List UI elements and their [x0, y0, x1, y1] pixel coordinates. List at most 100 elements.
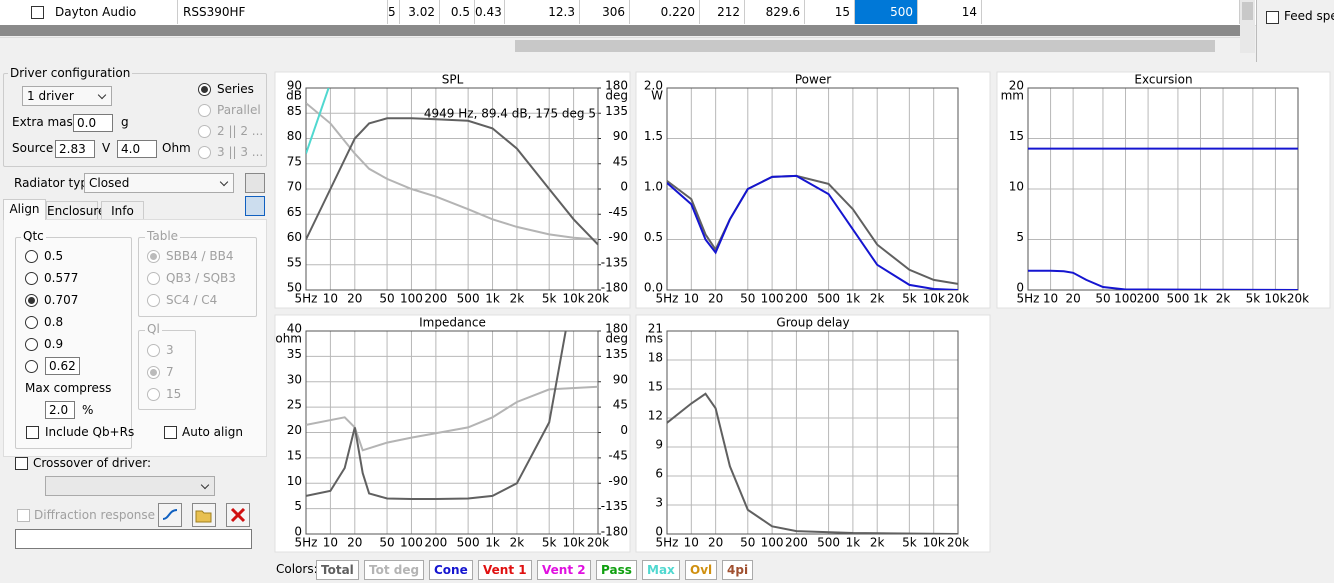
- table-cell[interactable]: [1088, 0, 1240, 24]
- chart: Group delay 5Hz 10 20 50 100 200 500 1k 2k 5k 10k 20…: [635, 314, 991, 553]
- radio[interactable]: [25, 338, 38, 351]
- table-cell[interactable]: 0.43: [475, 0, 505, 24]
- radio[interactable]: [147, 366, 160, 379]
- x-tick-label: 5Hz: [295, 292, 318, 306]
- extra-mass-input[interactable]: [73, 114, 113, 132]
- y-tick-label: 1.0: [644, 180, 663, 194]
- radio[interactable]: [25, 250, 38, 263]
- voltage-input[interactable]: [55, 140, 95, 158]
- radio[interactable]: [198, 125, 211, 138]
- table-cell[interactable]: 14: [918, 0, 982, 24]
- radio[interactable]: [25, 294, 38, 307]
- chart-title: Excursion: [1134, 73, 1192, 87]
- x-tick-label: 20: [708, 536, 723, 550]
- up-down-button[interactable]: [245, 173, 265, 193]
- delete-button[interactable]: [226, 503, 250, 527]
- checkbox[interactable]: [17, 509, 30, 522]
- tab[interactable]: Info: [101, 201, 144, 219]
- color-button[interactable]: Vent 1: [478, 560, 532, 580]
- table-cell[interactable]: 5: [388, 0, 400, 24]
- table-cell[interactable]: 12.3: [505, 0, 580, 24]
- color-button[interactable]: Ovl: [685, 560, 718, 580]
- radio[interactable]: [147, 344, 160, 357]
- tab[interactable]: Align: [3, 199, 46, 220]
- plot-frame: [666, 87, 959, 291]
- checkbox[interactable]: [26, 426, 39, 439]
- radiator-select[interactable]: Closed: [84, 173, 234, 193]
- x-tick-label: 5k: [542, 536, 557, 550]
- color-button[interactable]: Pass: [596, 560, 637, 580]
- open-button[interactable]: [192, 503, 216, 527]
- side-panel: [1256, 0, 1334, 62]
- radio[interactable]: [25, 316, 38, 329]
- h-scrollbar[interactable]: [0, 37, 1240, 54]
- y-tick-label: 10: [1009, 180, 1024, 194]
- radio[interactable]: [25, 272, 38, 285]
- driver-count[interactable]: 1 driver: [22, 86, 112, 106]
- table-cell[interactable]: 500: [855, 0, 918, 24]
- radio[interactable]: [147, 388, 160, 401]
- table-cell[interactable]: 0.220: [630, 0, 700, 24]
- table-cell[interactable]: RSS390HF: [178, 0, 388, 24]
- feed-checkbox[interactable]: [1266, 11, 1279, 24]
- color-button[interactable]: Vent 2: [537, 560, 591, 580]
- color-button[interactable]: Cone: [429, 560, 473, 580]
- y2-tick-label: 0: [620, 423, 628, 437]
- x-tick-label: 500: [817, 292, 840, 306]
- group-title: Table: [145, 229, 181, 243]
- table-cell[interactable]: 3.02: [400, 0, 440, 24]
- radio[interactable]: [25, 360, 38, 373]
- checkbox[interactable]: [164, 426, 177, 439]
- table-cell[interactable]: 829.6: [745, 0, 805, 24]
- series-line: [667, 392, 958, 534]
- y-tick-label: 75: [287, 154, 302, 168]
- y-tick-label: 60: [287, 230, 302, 244]
- radio[interactable]: [198, 146, 211, 159]
- radio-label: 15: [166, 387, 182, 401]
- tab-panel: [3, 219, 267, 457]
- qtc-input[interactable]: [45, 357, 80, 375]
- y-tick-label: 5: [294, 499, 302, 513]
- table-cell[interactable]: 15: [805, 0, 855, 24]
- radio[interactable]: [147, 250, 160, 263]
- resistance-input[interactable]: [117, 140, 157, 158]
- y2-unit: deg: [605, 332, 628, 346]
- table-cell[interactable]: 212: [700, 0, 745, 24]
- color-button[interactable]: Total: [316, 560, 359, 580]
- series-line: [1028, 269, 1298, 290]
- x-tick-label: 2k: [1216, 292, 1231, 306]
- x-tick-label: 50: [379, 292, 394, 306]
- radio[interactable]: [198, 104, 211, 117]
- radio[interactable]: [147, 294, 160, 307]
- tab[interactable]: Enclosure: [46, 201, 105, 219]
- checkbox[interactable]: [15, 457, 28, 470]
- table-cell[interactable]: Dayton Audio: [50, 0, 178, 24]
- crossover-select[interactable]: [45, 476, 215, 496]
- row-checkbox[interactable]: [31, 6, 44, 19]
- text-input[interactable]: [15, 529, 252, 549]
- v-scrollbar[interactable]: [1240, 0, 1255, 53]
- y-tick-label: 15: [648, 380, 663, 394]
- chart-panel: [635, 71, 991, 309]
- curve-button[interactable]: [158, 503, 182, 527]
- label: Include Qb+Rs: [45, 425, 135, 439]
- series-line: [306, 385, 598, 452]
- x-tick-label: 1k: [846, 536, 861, 550]
- table-cell[interactable]: 306: [580, 0, 630, 24]
- radio[interactable]: [198, 83, 211, 96]
- y2-tick-label: -180: [601, 281, 628, 295]
- table-cell[interactable]: 0.5: [440, 0, 475, 24]
- color-button[interactable]: 4pi: [722, 560, 754, 580]
- plot-frame: [305, 330, 599, 535]
- color-button[interactable]: Max: [642, 560, 680, 580]
- radio-label: 3: [166, 343, 174, 357]
- y-tick-label: 30: [287, 372, 302, 386]
- compress-input[interactable]: [45, 401, 75, 419]
- group-title: Driver configuration: [8, 66, 133, 80]
- x-tick-label: 100: [761, 536, 784, 550]
- y-tick-label: 0: [655, 525, 663, 539]
- x-tick-label: 10k: [1264, 292, 1286, 306]
- collapse-button[interactable]: [245, 196, 265, 216]
- color-button[interactable]: Tot deg: [364, 560, 425, 580]
- radio[interactable]: [147, 272, 160, 285]
